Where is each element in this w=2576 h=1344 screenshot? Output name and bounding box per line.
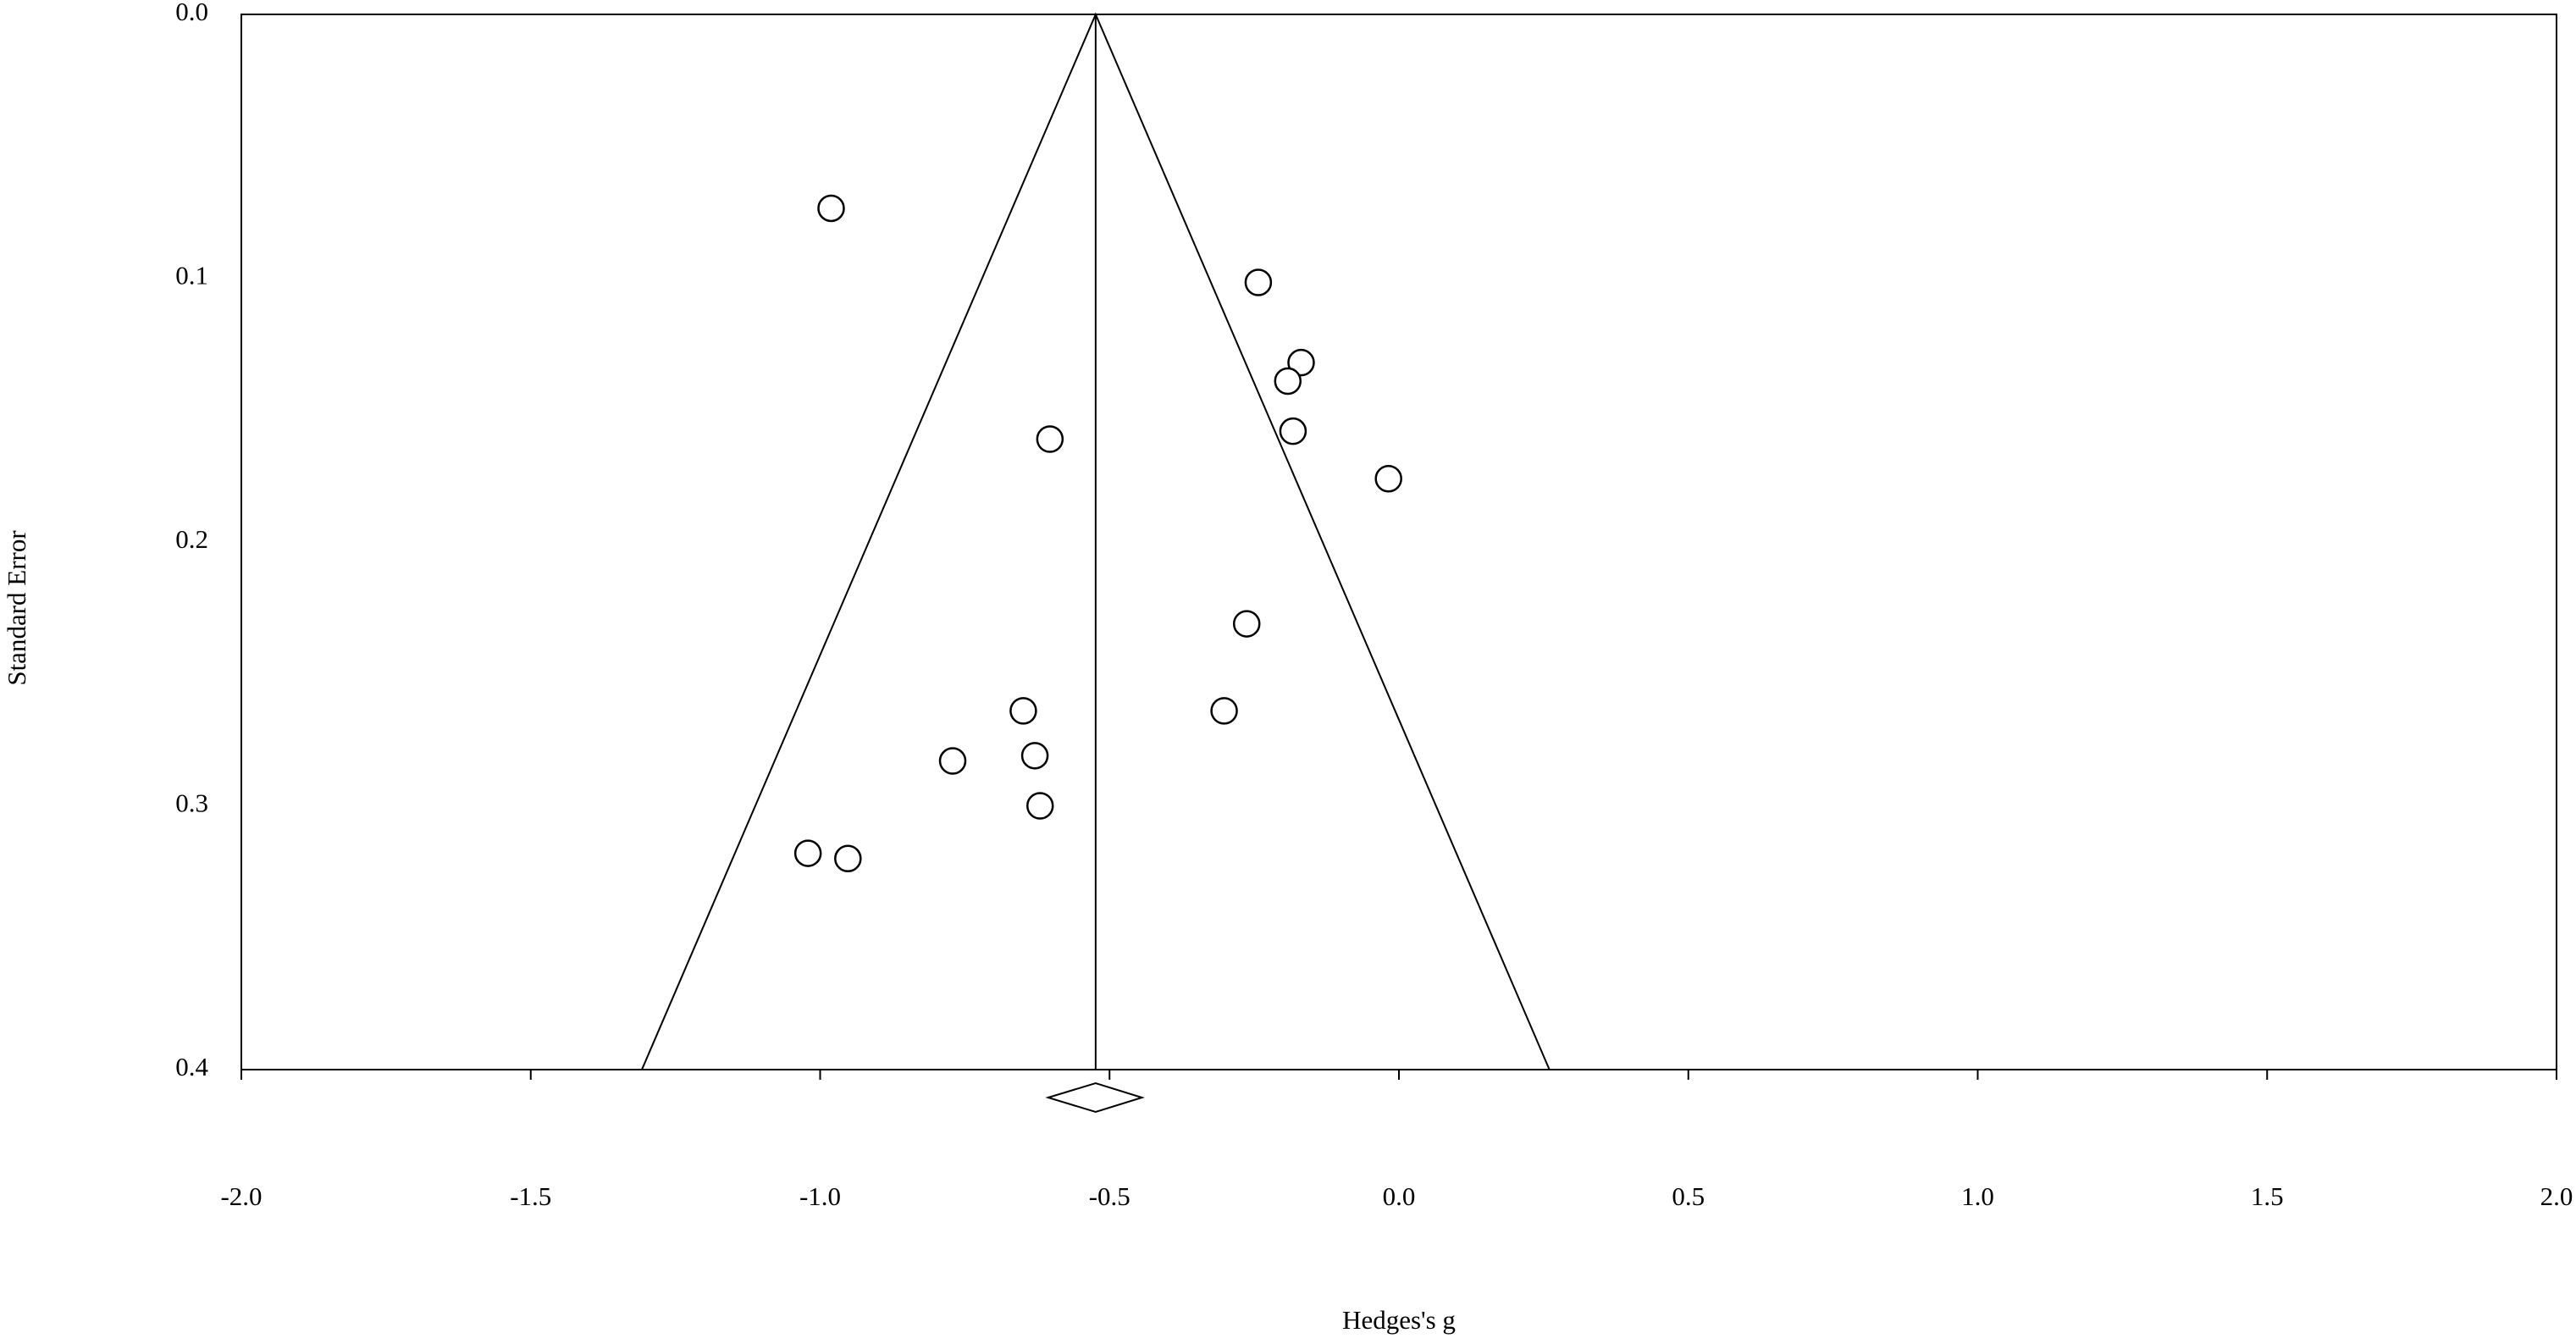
y-tick-label: 0.3: [175, 788, 208, 818]
study-point: [1279, 417, 1307, 445]
y-tick-label: 0.0: [175, 0, 208, 26]
pooled-diamond: [1045, 1081, 1145, 1114]
y-tick-label: 0.4: [175, 1052, 208, 1081]
funnel-limits: [641, 12, 1551, 1070]
study-point: [1232, 610, 1261, 638]
study-point: [1274, 367, 1302, 395]
study-point: [1210, 697, 1238, 725]
x-tick-label: 1.0: [1961, 1181, 1994, 1211]
x-tick-label: -0.5: [1089, 1181, 1130, 1211]
y-tick-label: 0.1: [175, 261, 208, 290]
x-tick-label: 1.5: [2251, 1181, 2284, 1211]
study-point: [1244, 268, 1273, 296]
x-tick-label: -1.0: [799, 1181, 841, 1211]
x-axis-label: Hedges's g: [1342, 1305, 1456, 1335]
x-tick-label: -1.5: [510, 1181, 551, 1211]
study-point: [1287, 348, 1315, 377]
x-tick-label: -2.0: [220, 1181, 262, 1211]
plot-frame: [240, 14, 2557, 1070]
study-point: [938, 747, 967, 775]
study-point: [1020, 742, 1049, 770]
study-point: [1025, 792, 1054, 820]
y-tick-label: 0.2: [175, 524, 208, 554]
x-tick-label: 0.5: [1672, 1181, 1705, 1211]
x-tick-label: 0.0: [1383, 1181, 1416, 1211]
study-point: [1009, 697, 1037, 725]
study-point: [817, 194, 845, 223]
study-point: [1374, 464, 1402, 493]
study-point: [1036, 425, 1064, 453]
y-axis-label: Standard Error: [2, 530, 31, 686]
study-point: [834, 844, 862, 873]
x-tick-label: 2.0: [2540, 1181, 2573, 1211]
study-point: [793, 839, 822, 867]
